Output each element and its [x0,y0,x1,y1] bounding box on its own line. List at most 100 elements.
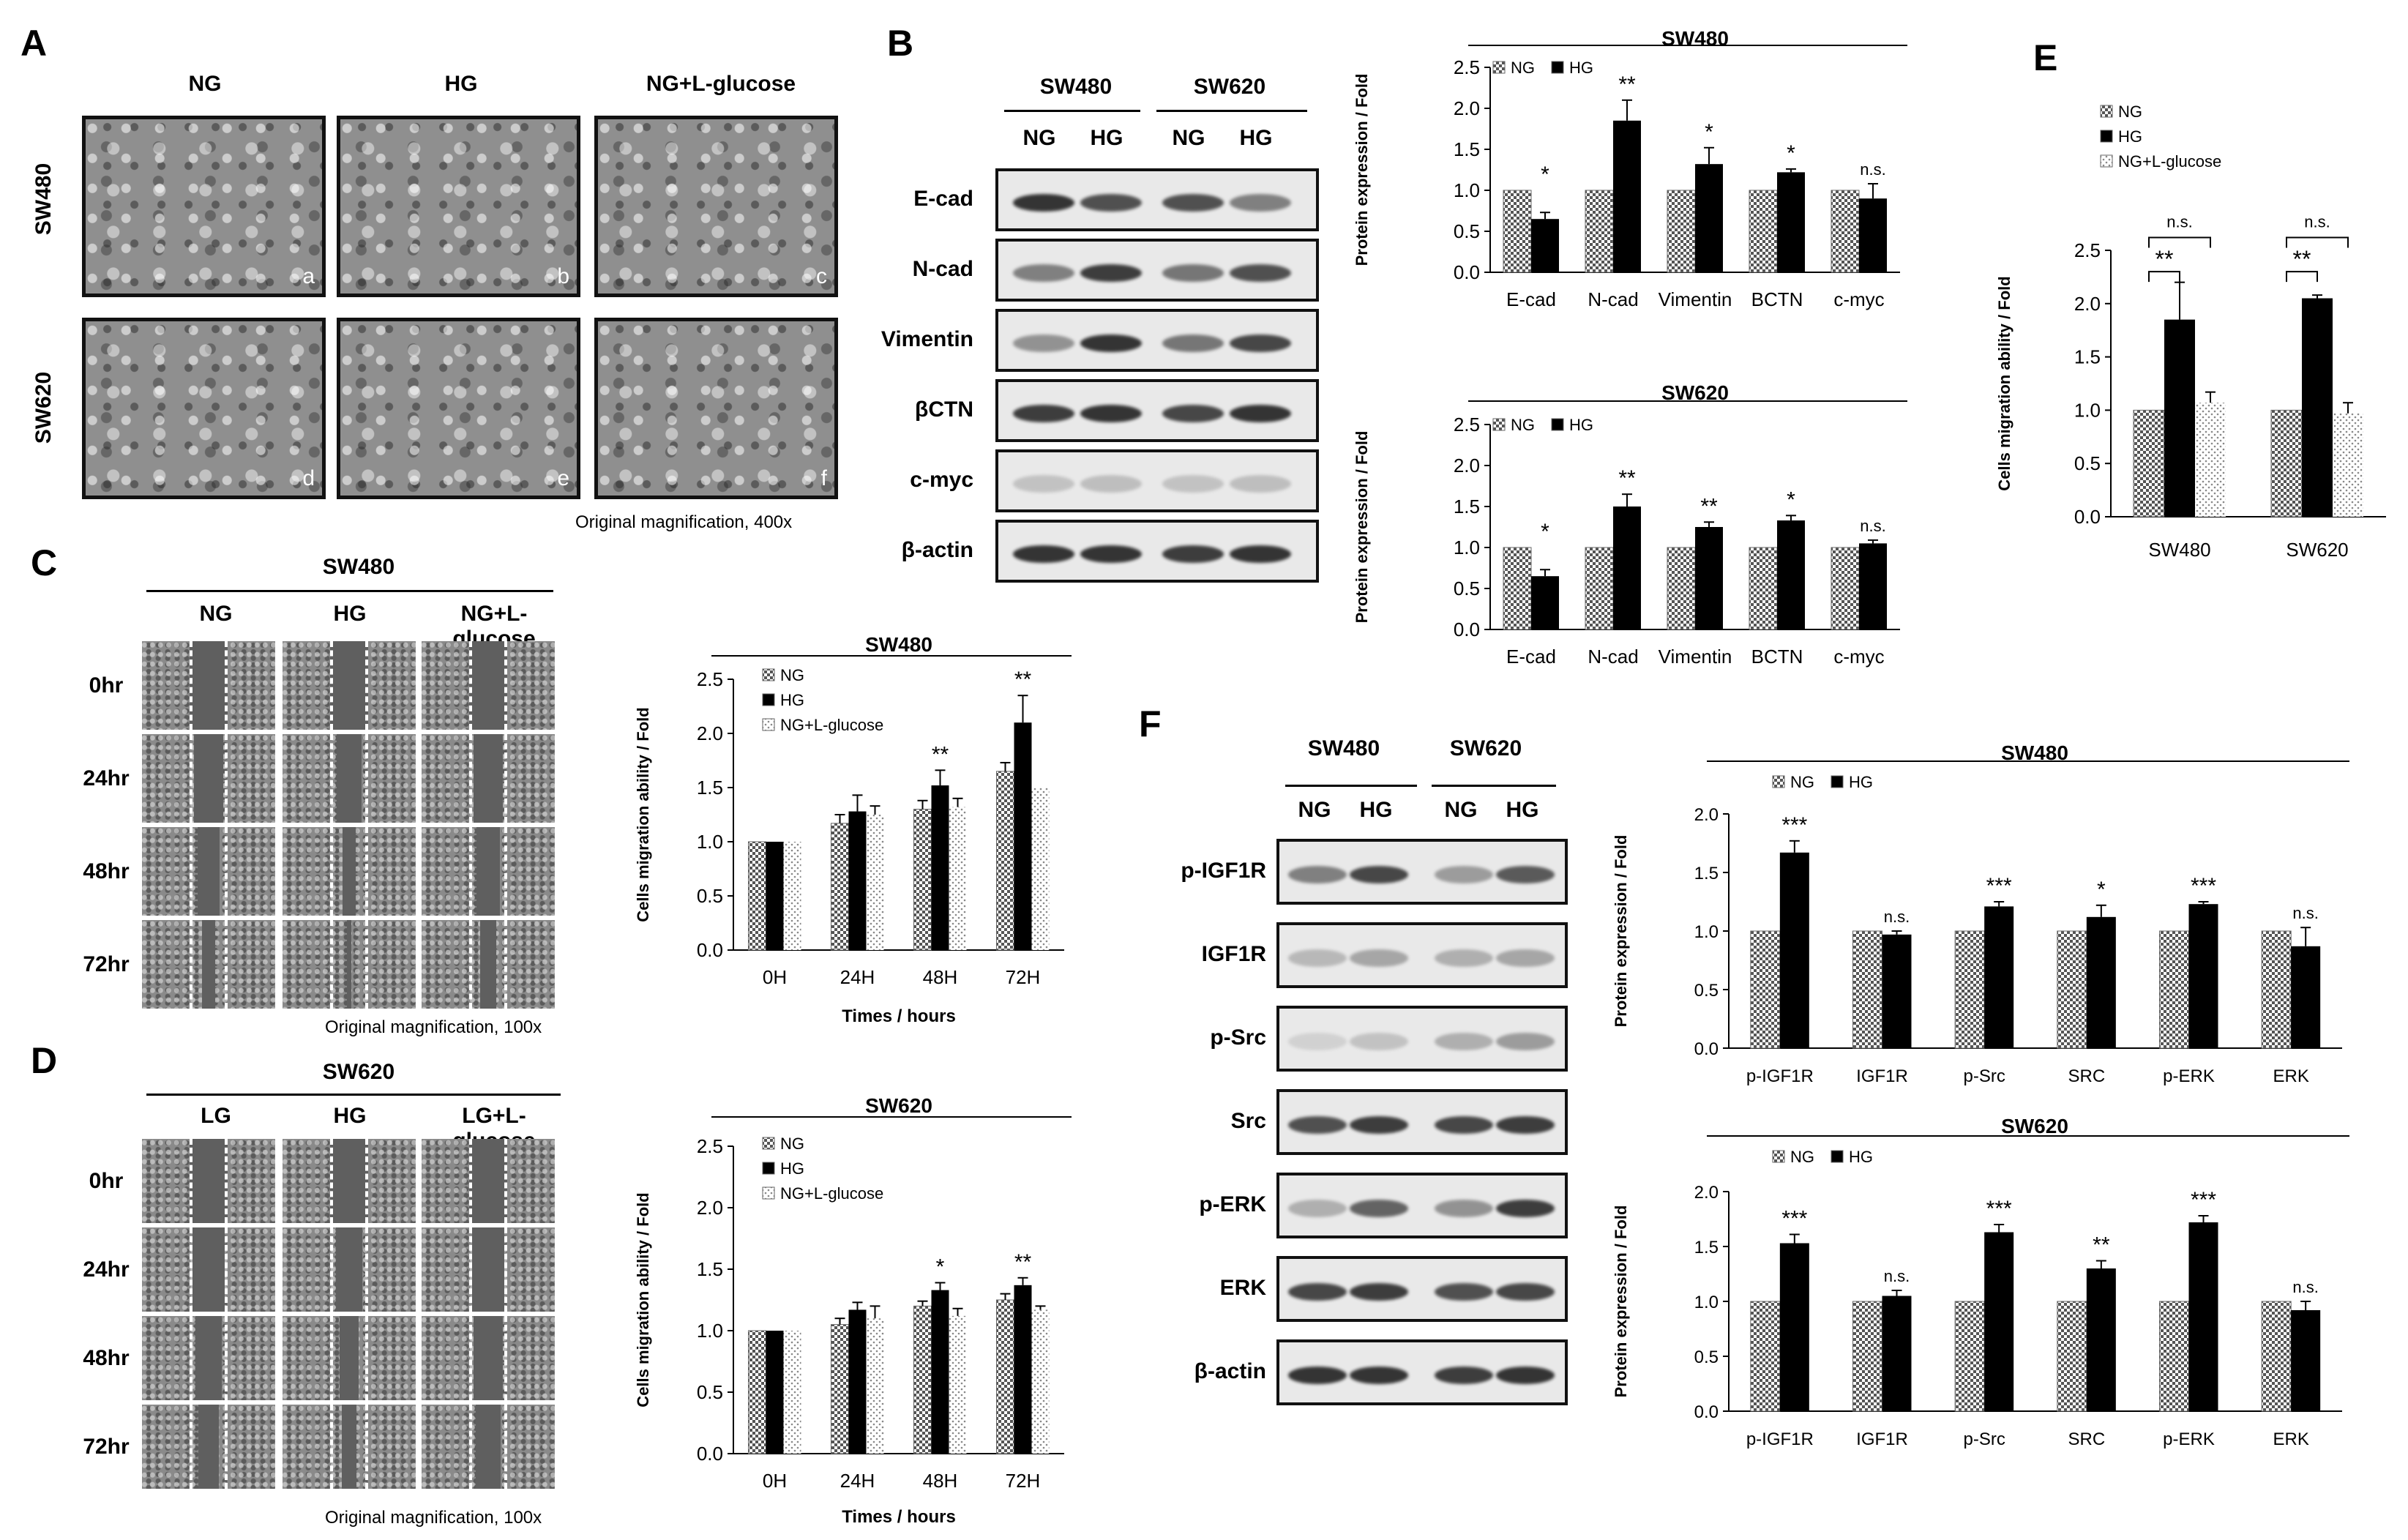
bar-lglucose [2195,403,2226,517]
significance-label: ** [2293,246,2311,272]
chart-title: SW620 [865,1094,932,1117]
bar-ng [913,1305,932,1454]
legend-label: HG [1569,416,1593,434]
significance-label: * [1787,487,1795,512]
x-tick-label: p-ERK [2163,1066,2215,1086]
legend-swatch [762,1137,775,1150]
y-axis-label: Protein expression / Fold [1612,835,1630,1028]
blot-band [1496,866,1555,883]
significance-label: *** [1986,1197,2012,1221]
y-tick-label: 2.5 [697,668,723,690]
significance-label: ** [1014,668,1032,692]
scratch-dash-right [365,1139,368,1223]
y-tick-label: 0.5 [2074,452,2101,474]
significance-label: ** [1700,494,1718,518]
y-tick-label: 0.5 [697,885,723,907]
scratch-gap [343,827,356,916]
bar-ng [831,823,849,951]
bar-hg [1984,906,2014,1048]
x-tick-label: 72H [1006,1470,1041,1492]
tile-letter: f [820,466,827,490]
micrograph-sw480-lglucose: c [594,116,838,297]
micrograph-sw620-hg: e [337,318,580,499]
bar-lglucose [1031,1309,1050,1454]
x-tick-label: p-ERK [2163,1429,2215,1449]
scratch-gap [330,1139,368,1223]
blotB-lane-3: NG [1172,126,1205,150]
panelD-title-line [146,1094,561,1096]
blot-band [1288,1033,1347,1050]
bar-hg [2188,1222,2218,1411]
scratch-dash-right [365,641,368,730]
chart-title: SW620 [2001,1115,2068,1137]
scratch-dash-right [365,920,368,1009]
x-tick-label: 72H [1006,966,1041,988]
blot-band [1013,194,1074,212]
micrograph-sw480-ng: a [82,116,326,297]
bar-hg [1779,1243,1809,1411]
legend-label: HG [1849,1148,1873,1166]
bar-ng [1831,547,1860,630]
y-tick-label: 0.0 [2074,506,2101,528]
legend-label: NG+L-glucose [2118,152,2221,171]
scratch-tile [283,1405,416,1489]
scratch-gap [337,734,362,823]
significance-label: * [1705,120,1713,144]
scratch-tile [422,734,555,823]
blot-band [1080,194,1142,212]
scratch-dash-right [225,1405,228,1489]
blot-row-label: N-cad [912,257,973,281]
y-tick-label: 2.5 [1454,56,1480,78]
blot-band [1350,1116,1408,1134]
scratch-gap [190,1139,228,1223]
x-tick-label: c-myc [1833,288,1884,310]
blot-row-label: p-ERK [1199,1192,1266,1216]
y-tick-label: 2.0 [2074,293,2101,315]
blotF-group-sw620: SW620 [1449,736,1522,760]
chart-e: 0.0 0.5 1.0 1.5 2.0 2.5 Cells migration abilit… [1995,102,2386,561]
blot-band [1162,405,1224,422]
scratch-tile [142,1405,275,1489]
bar-ng [1852,1301,1882,1412]
panel-letter-b: B [887,23,914,64]
scratch-tile [142,641,275,730]
bar-ng [2057,1301,2087,1412]
blot-strip [1276,1089,1568,1155]
y-tick-label: 0.0 [697,939,723,961]
x-tick-label: Vimentin [1659,288,1732,310]
chart-title: SW480 [2001,741,2068,764]
scratch-tile [422,920,555,1009]
blot-strip [995,449,1319,512]
blot-strip [1276,1006,1568,1072]
blot-band [1496,949,1555,967]
y-tick-label: 0.0 [1694,1039,1719,1059]
blot-band [1013,405,1074,422]
scratch-row-label: 24hr [83,1257,130,1282]
x-tick-label: SW480 [2148,539,2210,561]
scratch-tile [422,1316,555,1400]
scratch-dash-right [225,1316,228,1400]
bar-hg [1531,576,1559,629]
x-tick-label: Vimentin [1659,646,1732,668]
legend-swatch [762,718,775,731]
x-tick-label: E-cad [1506,646,1556,668]
bar-hg [1882,934,1912,1048]
micrograph-sw620-ng: d [82,318,326,499]
panel-letter-e: E [2033,37,2058,78]
scratch-tile [283,827,416,916]
scratch-row-label: 48hr [83,1345,130,1370]
scratch-tile [422,827,555,916]
y-tick-label: 1.5 [1454,138,1480,160]
blot-band [1435,1283,1493,1301]
scratch-tile [422,1405,555,1489]
scratch-dash-left [330,1227,333,1312]
y-tick-label: 1.5 [1694,1238,1719,1257]
tile-letter: e [557,466,569,490]
significance-label: n.s. [1884,908,1910,926]
bar-hg [1882,1296,1912,1411]
y-tick-label: 1.0 [1454,537,1480,558]
blot-band [1162,334,1224,352]
bar-ng [2159,1301,2189,1412]
legend-label: NG [1790,773,1814,791]
